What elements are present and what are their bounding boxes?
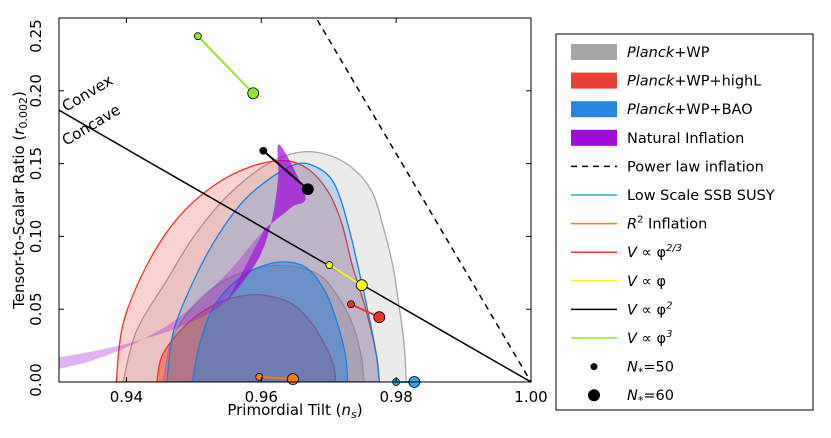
contour-fills [59, 144, 407, 382]
legend-label: Planck+WP+BAO [627, 102, 753, 118]
theory-lines [59, 18, 531, 382]
legend-marker [588, 389, 600, 402]
legend-label: V ∝ φ3 [627, 329, 672, 347]
x-axis-label: Primordial Tilt (ns) [227, 401, 362, 421]
legend-entry: N*=60 [588, 388, 674, 407]
legend-swatch [571, 72, 617, 89]
contour-inner-planck-wp-bao [191, 261, 349, 382]
model-4-point-n50 [259, 146, 268, 155]
legend-entry: Planck+WP+highL [571, 72, 761, 90]
model-1-point-n60 [287, 373, 299, 385]
model-2-point-n50 [347, 300, 355, 309]
legend-label: Planck+WP [627, 45, 710, 61]
legend: Planck+WP Planck+WP+highL Planck+WP+BAO Nat… [555, 33, 814, 411]
model-3-point-n60 [355, 279, 368, 292]
legend-label: N*=60 [627, 388, 674, 407]
model-4-point-n60 [301, 183, 314, 196]
y-tick-label: 0.10 [27, 220, 45, 253]
legend-entry: V ∝ φ [571, 274, 666, 290]
x-tick-label: 0.94 [110, 388, 143, 406]
convex-concave-line [59, 109, 531, 382]
legend-label: Natural Inflation [627, 131, 744, 147]
axes: 0.94 0.96 0.98 1.00 0.00 0.05 0.10 0.15 0.20 0.25 [27, 17, 548, 406]
model-4-segment [262, 150, 309, 190]
natural-inflation-band-core [227, 144, 306, 301]
y-tick-label: 0.25 [27, 19, 45, 52]
legend-entry: Power law inflation [571, 159, 764, 175]
x-tick-label: 0.98 [379, 388, 412, 406]
legend-label: V ∝ φ2/3 [627, 243, 682, 261]
model-5-point-n50 [194, 32, 202, 41]
contour-inner-planck-wp [162, 264, 365, 382]
plot-frame [58, 17, 532, 383]
legend-label: R2 Inflation [627, 215, 707, 233]
model-5-segment [197, 35, 254, 94]
legend-entry: V ∝ φ3 [571, 329, 672, 347]
y-tick-label: 0.00 [27, 363, 45, 396]
legend-swatch [571, 129, 617, 146]
model-3-segment [328, 264, 363, 287]
legend-entry: V ∝ φ2 [571, 300, 672, 318]
legend-label: Power law inflation [627, 159, 764, 175]
legend-label: Low Scale SSB SUSY [627, 188, 775, 204]
power-law-line [315, 18, 531, 382]
contour-inner-planck-wp-highl [156, 293, 337, 382]
y-tick-label: 0.05 [27, 292, 45, 325]
legend-marker [590, 363, 598, 371]
contour-outer-planck-wp-bao [166, 162, 380, 382]
legend-entry: Low Scale SSB SUSY [571, 188, 775, 204]
legend-swatch [571, 101, 617, 118]
legend-box [555, 33, 814, 411]
legend-label: V ∝ φ2 [627, 300, 672, 318]
model-5-point-n60 [247, 87, 260, 100]
x-tick-label: 1.00 [514, 388, 547, 406]
y-tick-label: 0.15 [27, 147, 45, 180]
legend-entry: Planck+WP [571, 44, 710, 61]
legend-swatch [571, 44, 617, 60]
y-tick-label: 0.20 [27, 74, 45, 107]
legend-entry: R2 Inflation [571, 215, 707, 233]
x-tick-label: 0.96 [245, 388, 278, 406]
legend-label: N*=50 [627, 360, 674, 379]
legend-label: V ∝ φ [627, 274, 666, 290]
y-axis-label: Tensor-to-Scalar Ratio (r0.002) [10, 91, 30, 310]
model-3-point-n50 [325, 261, 334, 269]
model-2-point-n60 [373, 311, 386, 324]
legend-entry: V ∝ φ2/3 [571, 243, 682, 261]
legend-label: Planck+WP+highL [627, 74, 761, 90]
legend-entry: Natural Inflation [571, 129, 744, 147]
legend-entry: Planck+WP+BAO [571, 101, 753, 118]
legend-entry: N*=50 [590, 360, 674, 379]
